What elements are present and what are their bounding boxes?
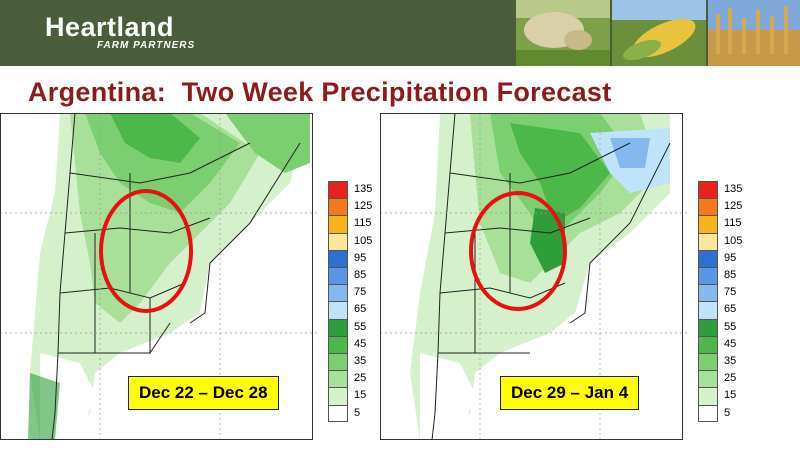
legend-swatch-95 <box>328 249 348 267</box>
legend-label-15: 15 <box>724 389 737 402</box>
legend-label-65: 65 <box>724 303 737 316</box>
date-range-week2: Dec 29 – Jan 4 <box>500 376 640 410</box>
slide-title: Argentina: Two Week Precipitation Foreca… <box>28 77 612 107</box>
legend-label-135: 135 <box>354 183 373 195</box>
legend-swatch-125 <box>328 198 348 216</box>
legend-swatch-25 <box>698 370 718 388</box>
legend-label-25: 25 <box>724 372 737 385</box>
legend-label-45: 45 <box>724 337 737 350</box>
legend-label-135: 135 <box>724 183 743 195</box>
legend-label-5: 5 <box>354 406 361 419</box>
legend-label-125: 125 <box>724 200 743 213</box>
legend-label-75: 75 <box>354 286 367 299</box>
legend-label-55: 55 <box>354 320 367 333</box>
legend-swatch-25 <box>328 370 348 388</box>
legend-swatch-95 <box>698 249 718 267</box>
legend-swatch-75 <box>328 284 348 302</box>
wheat-photo <box>708 0 800 66</box>
legend-label-55: 55 <box>724 320 737 333</box>
brand-logo: Heartland FARM PARTNERS <box>45 12 196 52</box>
legend-swatch-35 <box>328 353 348 371</box>
legend-label-5: 5 <box>724 406 731 419</box>
legend-swatch-35 <box>698 353 718 371</box>
brand-name: Heartland <box>45 12 175 42</box>
legend-swatch-65 <box>328 301 348 319</box>
legend-label-115: 115 <box>724 217 742 230</box>
legend-swatch-55 <box>698 318 718 336</box>
highlight-circle <box>469 191 567 311</box>
legend-frame <box>328 181 348 422</box>
legend-label-25: 25 <box>354 372 367 385</box>
legend-swatch-5 <box>698 404 718 422</box>
legend-label-75: 75 <box>724 286 737 299</box>
legend-swatch-75 <box>698 284 718 302</box>
legend-swatch-85 <box>328 267 348 285</box>
legend-swatch-85 <box>698 267 718 285</box>
legend-label-125: 125 <box>354 200 373 213</box>
legend-swatch-55 <box>328 318 348 336</box>
header-banner: Heartland FARM PARTNERS <box>0 0 800 66</box>
legend-label-15: 15 <box>354 389 367 402</box>
legend-swatch-45 <box>328 335 348 353</box>
legend-label-105: 105 <box>724 234 743 247</box>
legend-swatch-5 <box>328 404 348 422</box>
legend-swatch-45 <box>698 335 718 353</box>
legend-label-85: 85 <box>724 269 737 281</box>
brand-tagline: FARM PARTNERS <box>97 40 196 51</box>
legend-label-85: 85 <box>354 269 367 281</box>
legend-frame <box>698 181 718 422</box>
legend-swatch-105 <box>698 232 718 250</box>
legend-swatch-15 <box>328 387 348 405</box>
legend-label-95: 95 <box>724 251 737 264</box>
legend-swatch-115 <box>328 215 348 233</box>
legend-label-115: 115 <box>354 217 372 230</box>
legend-swatch-125 <box>698 198 718 216</box>
legend-label-65: 65 <box>354 303 367 316</box>
date-range-week1: Dec 22 – Dec 28 <box>128 376 279 410</box>
corn-photo <box>612 0 706 66</box>
legend-label-45: 45 <box>354 337 367 350</box>
legend-swatch-105 <box>328 232 348 250</box>
highlight-circle <box>99 189 193 313</box>
legend-label-95: 95 <box>354 251 367 264</box>
legend-swatch-65 <box>698 301 718 319</box>
legend-swatch-15 <box>698 387 718 405</box>
legend-swatch-115 <box>698 215 718 233</box>
legend-label-35: 35 <box>354 355 367 367</box>
legend-label-35: 35 <box>724 355 737 367</box>
cattle-photo <box>516 0 610 66</box>
legend-label-105: 105 <box>354 234 373 247</box>
